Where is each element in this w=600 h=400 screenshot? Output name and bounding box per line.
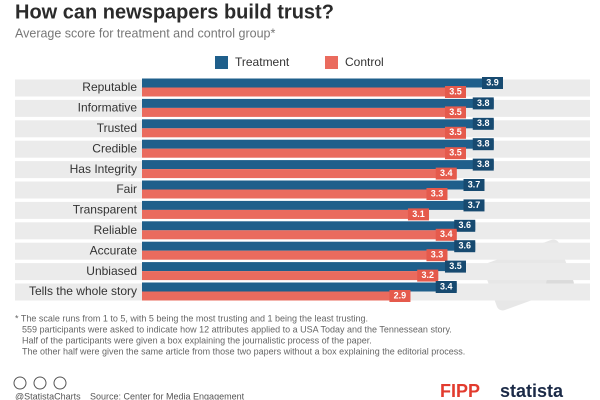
value-label-box [463,179,485,191]
value-label: 3.5 [449,127,462,137]
value-label-box [435,167,457,180]
value-label-box [472,97,494,110]
bar [142,189,448,199]
value-label-box [472,158,494,171]
legend-label: Treatment [235,55,290,69]
category-label: Accurate [90,243,138,257]
category-label: Has Integrity [70,162,137,176]
category-label: Trusted [97,121,137,135]
bar [142,230,457,240]
value-label: 3.3 [431,188,444,198]
category-label: Transparent [73,203,138,217]
value-label: 3.7 [468,179,481,189]
bar [142,78,503,88]
bar [142,291,411,301]
cc-icons [13,376,67,390]
value-label: 3.9 [486,77,499,87]
value-label-box [435,228,457,241]
legend-swatch [215,56,228,69]
chart-title: How can newspapers build trust? [15,1,334,23]
value-label: 3.5 [449,107,462,117]
bar [142,262,466,272]
value-label-box [444,260,466,273]
bar [142,180,485,190]
footnote: 559 participants were asked to indicate … [22,324,452,334]
value-label: 3.1 [412,209,425,219]
bar [142,98,494,108]
value-label-box [417,269,439,282]
value-label-box [407,208,429,221]
bar [142,160,494,170]
value-label: 3.8 [477,159,490,169]
value-label-box [444,147,466,160]
value-label-box [463,199,485,212]
value-label: 3.6 [458,220,471,230]
logo: statista [500,381,564,400]
bar [142,221,476,231]
bar [142,200,485,210]
legend-swatch [325,56,338,69]
value-label: 3.7 [468,200,481,210]
value-label-box [444,86,466,98]
value-label-box [435,281,457,293]
category-label: Unbiased [86,264,137,278]
bar [142,87,466,97]
bar [142,128,466,138]
bar [142,148,466,158]
bar [142,107,466,117]
logo: FIPP [440,381,480,400]
value-label: 3.5 [449,148,462,158]
bar [142,271,439,281]
value-label: 3.4 [440,229,453,239]
value-label-box [426,249,448,262]
value-label: 3.5 [449,86,462,96]
value-label: 3.8 [477,98,490,108]
value-label-box [444,126,466,139]
category-label: Reputable [82,80,137,94]
value-label-box [482,77,503,89]
bar [142,209,429,219]
value-label-box [454,219,476,232]
value-label: 3.8 [477,139,490,149]
category-label: Fair [116,182,137,196]
value-label: 3.6 [458,241,471,251]
value-label: 3.4 [440,168,453,178]
bar [142,282,457,292]
value-label-box [472,117,494,130]
chart-subtitle: Average score for treatment and control … [15,26,275,40]
value-label: 3.5 [449,261,462,271]
value-label-box [454,240,476,253]
footnote: The other half were given the same artic… [22,346,465,356]
value-label: 3.3 [431,250,444,260]
bar [142,119,494,129]
bar [142,241,476,251]
category-label: Credible [92,141,137,155]
value-label-box [472,138,494,151]
category-label: Tells the whole story [29,284,137,298]
category-label: Reliable [94,223,138,237]
bar [142,139,494,149]
footnote: Half of the participants were given a bo… [22,335,372,345]
handle: @StatistaCharts [15,391,81,400]
source: Source: Center for Media Engagement [90,391,245,400]
footnote: * The scale runs from 1 to 5, with 5 bei… [15,313,368,323]
bar [142,250,448,260]
value-label-box [444,106,466,119]
legend-label: Control [345,55,384,69]
value-label-box [389,290,411,302]
value-label: 3.2 [421,270,434,280]
value-label: 2.9 [394,290,407,300]
value-label-box [426,188,448,200]
value-label: 3.4 [440,281,453,291]
value-label: 3.8 [477,118,490,128]
bar [142,169,457,179]
category-label: Informative [78,101,138,115]
